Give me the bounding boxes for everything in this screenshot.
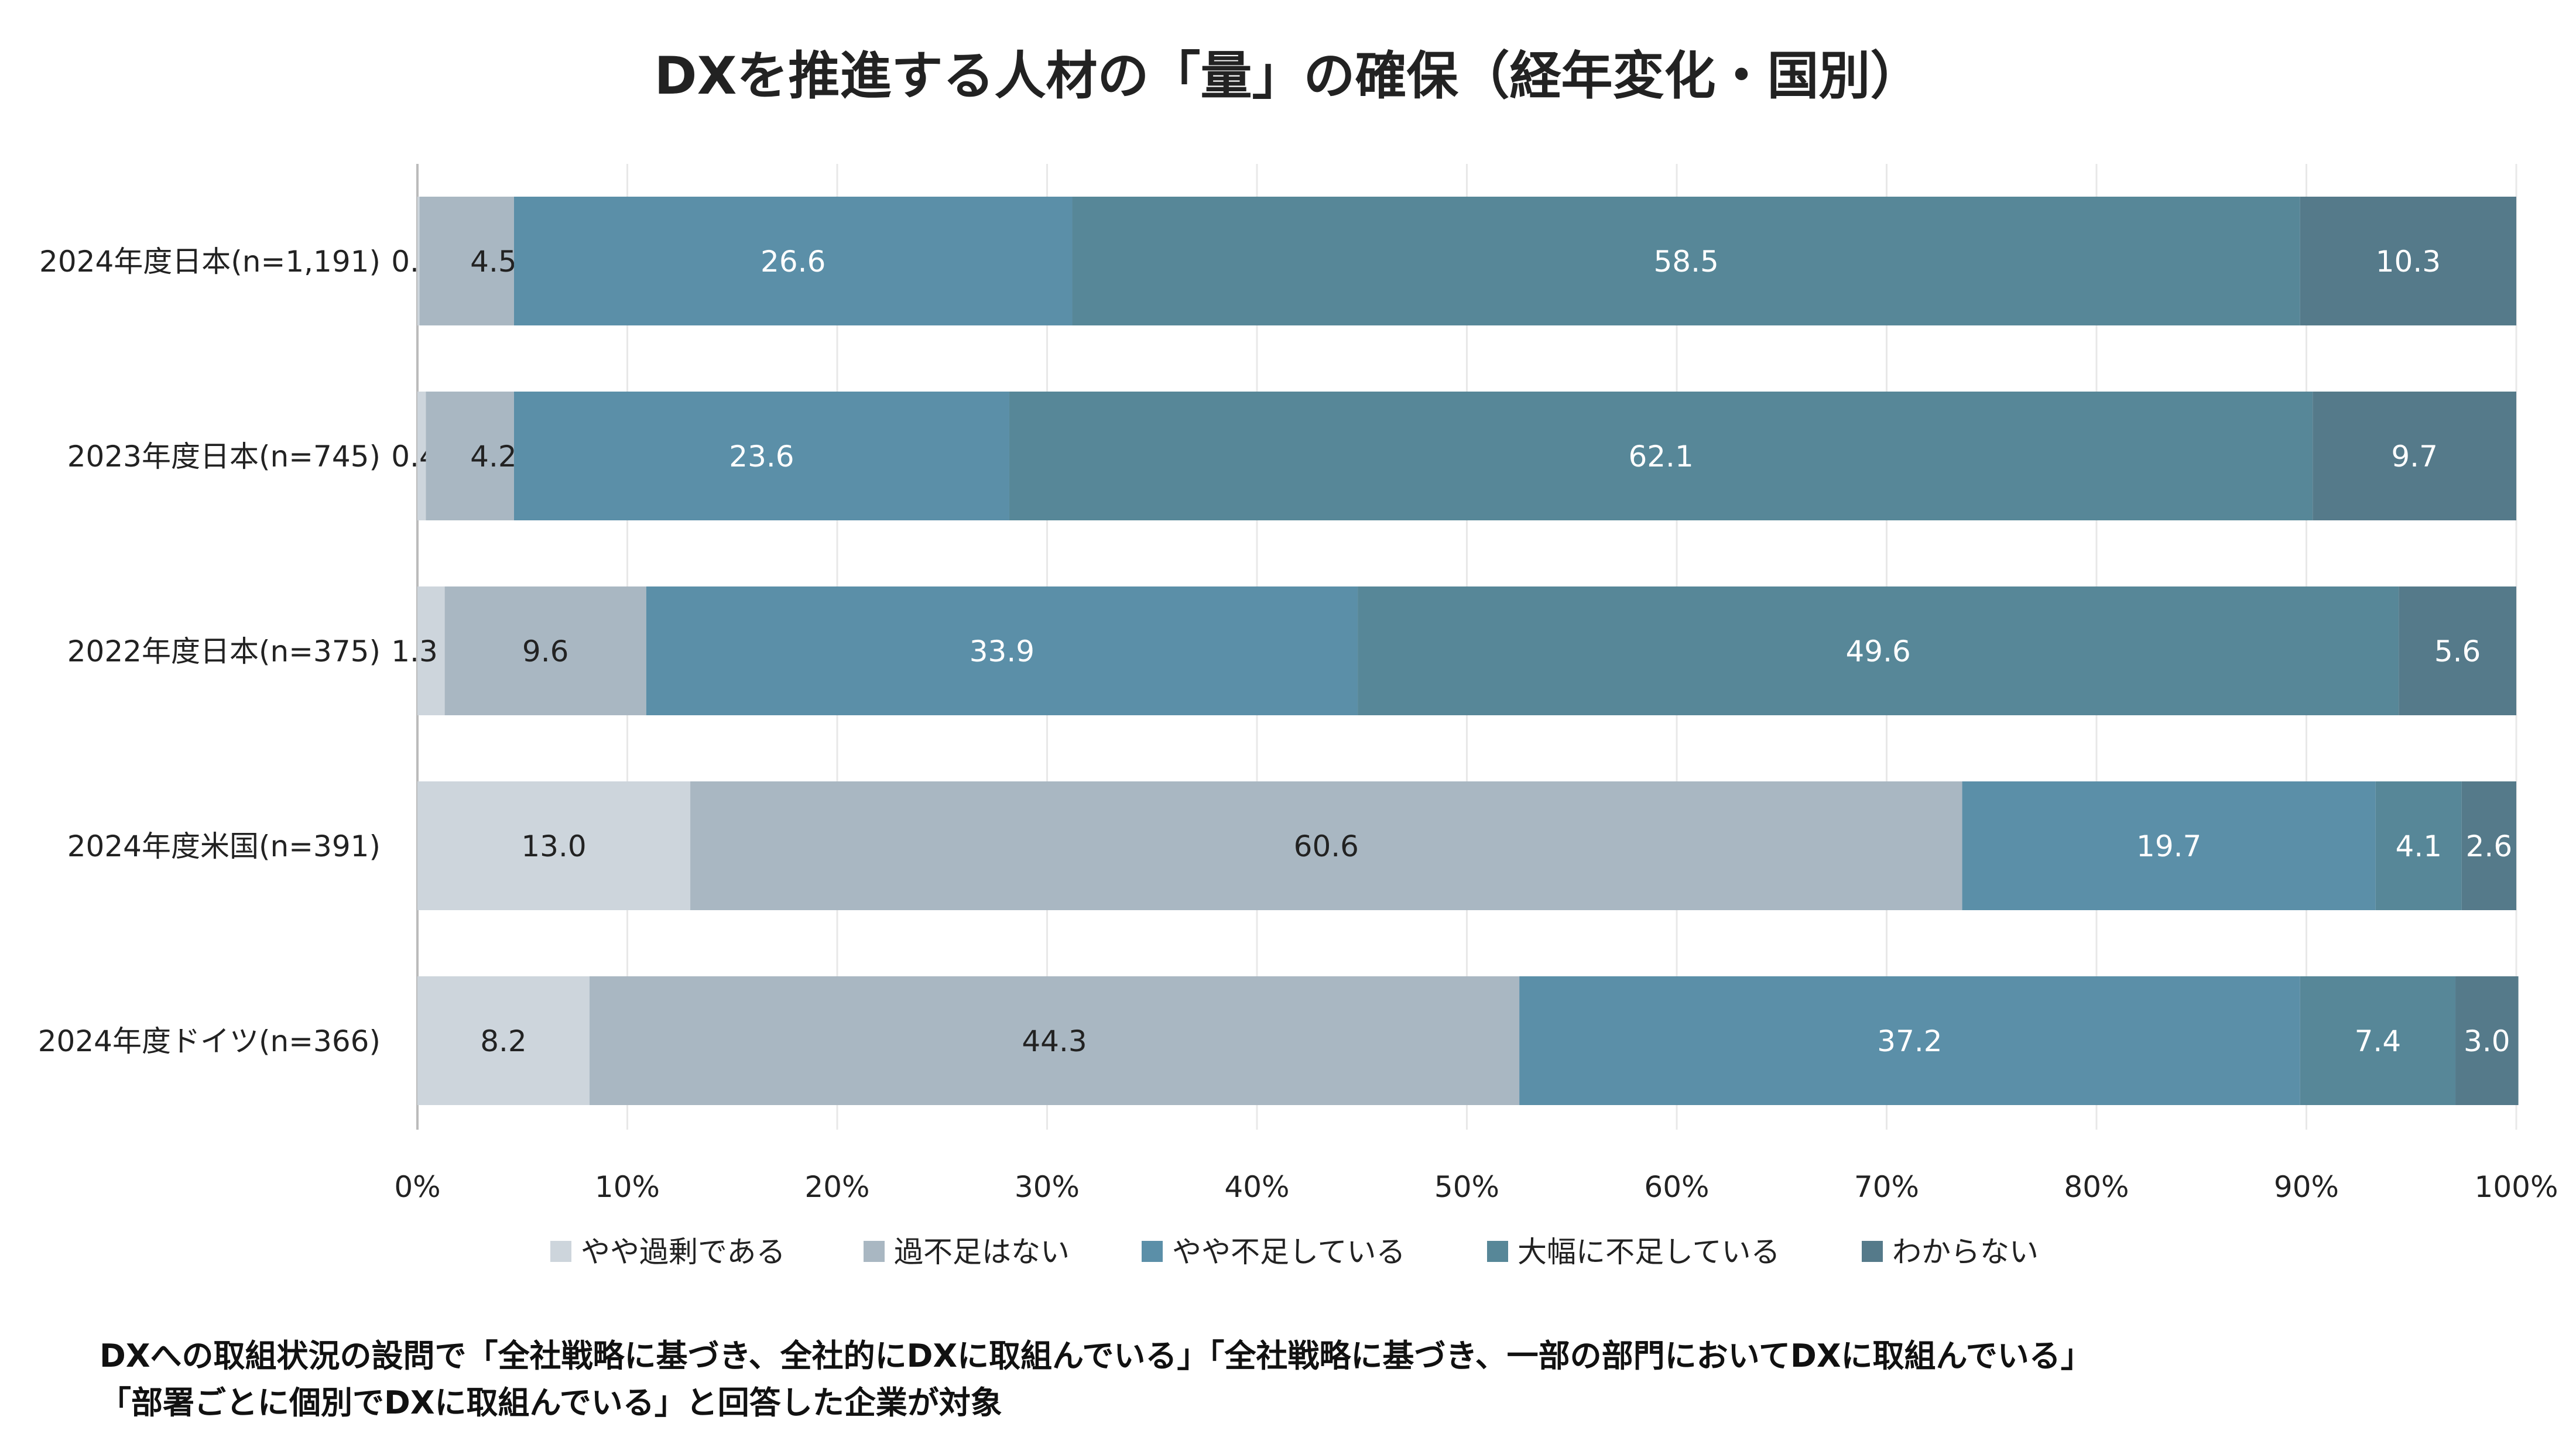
bar-segment [417,197,420,325]
x-tick-label: 70% [1854,1170,1919,1204]
footnote-line-2: 「部署ごとに個別でDXに取組んでいる」と回答した企業が対象 [100,1384,1002,1421]
x-tick-label: 100% [2475,1170,2558,1204]
data-label: 33.9 [970,634,1034,668]
x-tick-label: 30% [1015,1170,1080,1204]
x-tick-label: 40% [1224,1170,1289,1204]
category-label: 2024年度ドイツ(n=366) [38,1024,381,1058]
chart-title: DXを推進する人材の「量」の確保（経年変化・国別） [655,46,1922,106]
legend-label: わからない [1892,1235,2039,1269]
bar-segment [646,586,1358,715]
bar-segment [2455,976,2519,1105]
data-label: 13.0 [521,829,586,863]
x-tick-label: 10% [595,1170,660,1204]
data-label: 49.6 [1845,634,1910,668]
legend-label: 大幅に不足している [1517,1235,1780,1269]
bar-segment [417,781,691,910]
x-tick-label: 90% [2274,1170,2339,1204]
data-label: 10.3 [2376,245,2441,279]
data-label: 9.6 [522,634,569,668]
data-label: 37.2 [1877,1024,1942,1058]
x-tick-label: 20% [804,1170,869,1204]
data-label: 4.5 [470,245,517,279]
data-label: 58.5 [1653,245,1718,279]
bar-segment [2461,781,2516,910]
legend-swatch [1142,1241,1163,1262]
bar-segment [2375,781,2462,910]
bar-segment [417,392,426,520]
data-label: 4.1 [2396,829,2443,863]
bar-segment [2300,976,2456,1105]
bar-segment [2399,586,2516,715]
data-label: 2.6 [2466,829,2513,863]
category-label: 2022年度日本(n=375) [67,634,381,668]
bar-segment [426,392,514,520]
data-label: 3.0 [2464,1024,2510,1058]
footnote-line-1: DXへの取組状況の設問で「全社戦略に基づき、全社的にDXに取組んでいる」「全社戦… [100,1337,2092,1374]
x-tick-label: 80% [2064,1170,2129,1204]
bar-segment [1962,781,2376,910]
bar-segment [1358,586,2399,715]
legend-label: 過不足はない [894,1235,1070,1269]
category-label: 2024年度米国(n=391) [67,829,381,863]
bar-segment [690,781,1962,910]
bar-segment [1009,392,2313,520]
bar-segment [417,586,445,715]
data-label: 23.6 [729,440,794,474]
data-label: 8.2 [480,1024,527,1058]
data-label: 9.7 [2391,440,2438,474]
bar-segment [417,976,590,1105]
data-label: 19.7 [2136,829,2201,863]
legend-swatch [550,1241,571,1262]
bar-segment [589,976,1520,1105]
data-label: 1.3 [391,634,438,668]
data-label: 60.6 [1294,829,1359,863]
bar-segment [419,197,514,325]
bar-segment [513,197,1073,325]
bar-segment [444,586,646,715]
legend-label: やや過剰である [581,1235,786,1269]
bar-segment [2313,392,2516,520]
legend-swatch [864,1241,885,1262]
bar-segment [1072,197,2300,325]
bar-segment [513,392,1009,520]
data-label: 7.4 [2355,1024,2402,1058]
data-label: 4.2 [470,440,517,474]
category-label: 2024年度日本(n=1,191) [39,245,381,279]
legend-swatch [1487,1241,1508,1262]
legend-label: やや不足している [1172,1235,1406,1269]
data-label: 5.6 [2434,634,2481,668]
bar-segment [1519,976,2300,1105]
category-label: 2023年度日本(n=745) [67,440,381,474]
data-label: 44.3 [1022,1024,1087,1058]
x-tick-label: 0% [394,1170,440,1204]
legend-swatch [1862,1241,1883,1262]
x-tick-label: 60% [1644,1170,1709,1204]
data-label: 26.6 [761,245,825,279]
data-label: 62.1 [1628,440,1693,474]
x-tick-label: 50% [1434,1170,1499,1204]
bar-segment [2300,197,2516,325]
